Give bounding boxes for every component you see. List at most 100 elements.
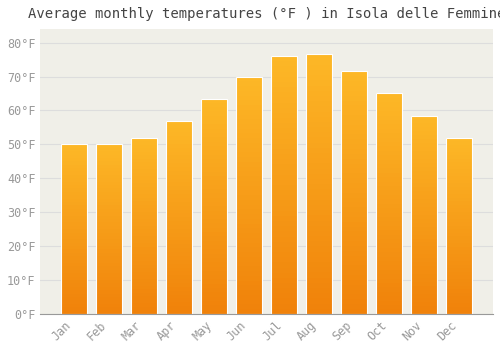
Bar <box>306 169 332 174</box>
Bar <box>376 239 402 243</box>
Bar <box>446 148 472 152</box>
Bar <box>411 234 438 238</box>
Bar <box>306 143 332 148</box>
Bar <box>131 289 157 293</box>
Bar <box>96 276 122 280</box>
Bar <box>131 307 157 310</box>
Bar <box>306 55 332 314</box>
Bar <box>96 195 122 198</box>
Bar <box>271 273 297 278</box>
Bar <box>96 236 122 239</box>
Bar <box>411 191 438 195</box>
Bar <box>236 105 262 110</box>
Bar <box>61 236 87 239</box>
Bar <box>271 180 297 185</box>
Bar <box>61 154 87 158</box>
Bar <box>166 252 192 256</box>
Bar <box>271 97 297 103</box>
Bar <box>446 233 472 236</box>
Bar <box>131 261 157 265</box>
Bar <box>411 135 438 139</box>
Bar <box>341 246 367 251</box>
Bar <box>201 288 228 292</box>
Bar <box>236 281 262 285</box>
Bar <box>61 198 87 202</box>
Bar <box>201 185 228 189</box>
Bar <box>201 124 228 129</box>
Bar <box>96 144 122 314</box>
Bar <box>201 142 228 146</box>
Bar <box>201 310 228 314</box>
Bar <box>96 148 122 151</box>
Bar <box>131 268 157 272</box>
Bar <box>306 174 332 179</box>
Bar <box>411 139 438 143</box>
Bar <box>411 215 438 219</box>
Bar <box>61 192 87 195</box>
Bar <box>446 296 472 300</box>
Bar <box>131 138 157 141</box>
Bar <box>446 208 472 212</box>
Bar <box>376 301 402 305</box>
Bar <box>131 282 157 286</box>
Bar <box>236 129 262 133</box>
Bar <box>341 76 367 81</box>
Bar <box>411 286 438 290</box>
Bar <box>446 261 472 265</box>
Bar <box>201 103 228 107</box>
Bar <box>341 120 367 125</box>
Bar <box>411 147 438 151</box>
Bar <box>131 201 157 204</box>
Bar <box>271 242 297 247</box>
Bar <box>271 278 297 283</box>
Bar <box>411 159 438 163</box>
Bar <box>236 257 262 262</box>
Bar <box>61 161 87 165</box>
Bar <box>306 205 332 210</box>
Bar <box>61 222 87 226</box>
Bar <box>341 309 367 314</box>
Bar <box>61 260 87 263</box>
Bar <box>131 190 157 194</box>
Bar <box>131 233 157 236</box>
Bar <box>411 119 438 124</box>
Bar <box>341 202 367 207</box>
Bar <box>271 262 297 267</box>
Bar <box>131 169 157 173</box>
Bar <box>341 105 367 110</box>
Bar <box>271 128 297 133</box>
Bar <box>166 244 192 248</box>
Bar <box>236 148 262 153</box>
Bar <box>411 231 438 234</box>
Bar <box>411 143 438 147</box>
Bar <box>61 229 87 232</box>
Bar <box>166 256 192 260</box>
Bar <box>166 225 192 229</box>
Bar <box>446 162 472 166</box>
Bar <box>96 216 122 219</box>
Bar <box>306 246 332 252</box>
Bar <box>61 266 87 270</box>
Bar <box>446 155 472 159</box>
Bar <box>446 310 472 314</box>
Bar <box>446 303 472 307</box>
Bar <box>96 144 122 148</box>
Bar <box>376 93 402 98</box>
Bar <box>166 240 192 244</box>
Bar <box>341 81 367 86</box>
Bar <box>271 56 297 314</box>
Bar <box>166 221 192 225</box>
Bar <box>131 208 157 212</box>
Bar <box>166 248 192 252</box>
Bar <box>131 303 157 307</box>
Bar <box>96 212 122 216</box>
Bar <box>306 65 332 70</box>
Bar <box>341 285 367 290</box>
Bar <box>96 178 122 182</box>
Bar <box>341 168 367 173</box>
Bar <box>236 252 262 257</box>
Bar <box>411 124 438 127</box>
Bar <box>411 258 438 262</box>
Bar <box>201 129 228 133</box>
Bar <box>131 250 157 254</box>
